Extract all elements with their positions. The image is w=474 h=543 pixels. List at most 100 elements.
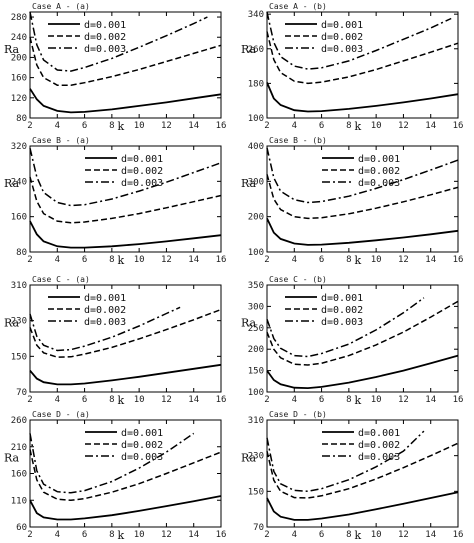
y-tick-label: 150	[248, 487, 264, 497]
x-tick-label: 8	[109, 255, 114, 265]
y-tick-label: 210	[11, 443, 27, 453]
x-tick-label: 14	[425, 395, 436, 405]
plot-frame	[29, 284, 222, 393]
chart-panel-8: 70 150 230 310 2 4 6 8 10 12 14 16 Case D - (b) Ra k d=…	[241, 410, 463, 542]
y-tick-label: 100	[248, 248, 264, 258]
x-tick-label: 8	[346, 121, 351, 131]
series-line-d=0.001	[266, 218, 459, 246]
x-tick-label: 2	[27, 395, 32, 405]
x-tick-label: 14	[425, 255, 436, 265]
y-tick-label: 150	[248, 367, 264, 377]
x-tick-label: 6	[82, 530, 87, 540]
panel-title: Case C - (a)	[32, 275, 90, 284]
x-tick-label: 12	[398, 395, 409, 405]
x-tick-label: 2	[264, 395, 269, 405]
y-tick-label: 260	[248, 45, 264, 55]
series-line-d=0.003	[29, 11, 208, 72]
legend-label: d=0.001	[84, 293, 126, 304]
y-tick-label: 350	[248, 281, 264, 291]
x-tick-label: 6	[319, 530, 324, 540]
x-tick-label: 4	[292, 530, 297, 540]
x-tick-label: 10	[371, 121, 382, 131]
x-tick-label: 4	[55, 530, 60, 540]
x-tick-label: 16	[216, 530, 227, 540]
series-line-d=0.002	[29, 176, 222, 224]
series-line-d=0.003	[29, 432, 195, 494]
y-tick-label: 230	[248, 452, 264, 462]
x-tick-label: 10	[371, 530, 382, 540]
legend-label: d=0.002	[321, 305, 363, 316]
series-line-d=0.001	[29, 88, 222, 114]
plot-frame	[266, 145, 459, 253]
x-tick-label: 8	[109, 121, 114, 131]
x-tick-label: 16	[453, 121, 464, 131]
legend-label: d=0.003	[321, 44, 363, 55]
series-line-d=0.001	[29, 363, 222, 386]
y-tick-label: 280	[11, 13, 27, 23]
x-tick-label: 14	[188, 255, 199, 265]
legend-label: d=0.003	[358, 178, 400, 189]
series-line-d=0.001	[266, 82, 459, 113]
x-tick-label: 12	[161, 121, 172, 131]
x-tick-label: 6	[82, 121, 87, 131]
x-tick-label: 12	[161, 395, 172, 405]
y-tick-label: 70	[16, 388, 27, 398]
x-tick-label: 8	[109, 395, 114, 405]
x-tick-label: 8	[109, 530, 114, 540]
x-tick-label: 6	[319, 121, 324, 131]
x-tick-label: 12	[398, 121, 409, 131]
x-tick-label: 2	[27, 530, 32, 540]
legend-label: d=0.003	[321, 317, 363, 328]
x-tick-label: 2	[27, 255, 32, 265]
x-tick-label: 8	[346, 530, 351, 540]
x-tick-label: 10	[371, 255, 382, 265]
x-tick-label: 14	[425, 530, 436, 540]
x-tick-label: 8	[346, 255, 351, 265]
x-axis-label: k	[118, 394, 125, 407]
x-tick-label: 12	[161, 530, 172, 540]
legend-label: d=0.003	[121, 178, 163, 189]
x-tick-label: 6	[319, 255, 324, 265]
series-line-d=0.003	[266, 430, 425, 493]
x-tick-label: 14	[188, 121, 199, 131]
legend-label: d=0.002	[121, 166, 163, 177]
x-tick-label: 16	[216, 121, 227, 131]
chart-panel-5: 70 150 230 310 2 4 6 8 10 12 14 16 Case C - (a) Ra k d=…	[4, 275, 226, 407]
x-tick-label: 16	[453, 530, 464, 540]
panel-title: Case A - (b)	[269, 2, 327, 11]
y-tick-label: 230	[11, 317, 27, 327]
y-tick-label: 300	[248, 302, 264, 312]
x-axis-label: k	[118, 254, 125, 267]
series-line-d=0.002	[29, 308, 222, 358]
panel-title: Case B - (b)	[269, 136, 327, 145]
x-tick-label: 10	[134, 530, 145, 540]
x-axis-label: k	[118, 529, 125, 542]
legend-label: d=0.002	[121, 440, 163, 451]
series-line-d=0.001	[266, 491, 459, 521]
legend-label: d=0.003	[358, 452, 400, 463]
x-tick-label: 4	[292, 395, 297, 405]
plot-frame	[29, 11, 222, 119]
x-tick-label: 16	[453, 395, 464, 405]
x-tick-label: 4	[55, 121, 60, 131]
panel-title: Case D - (b)	[269, 410, 327, 419]
y-tick-label: 100	[248, 114, 264, 124]
y-axis-label: Ra	[4, 452, 20, 465]
x-axis-label: k	[355, 529, 362, 542]
legend-label: d=0.001	[121, 428, 163, 439]
y-tick-label: 200	[248, 213, 264, 223]
series-line-d=0.002	[266, 31, 459, 85]
legend-label: d=0.001	[321, 293, 363, 304]
x-tick-label: 12	[161, 255, 172, 265]
y-axis-label: Ra	[4, 317, 20, 330]
y-axis-label: Ra	[4, 43, 20, 56]
x-tick-label: 14	[188, 530, 199, 540]
x-tick-label: 10	[134, 255, 145, 265]
legend-label: d=0.002	[84, 32, 126, 43]
series-line-d=0.002	[29, 37, 222, 86]
chart-panel-4: 100 200 300 400 2 4 6 8 10 12 14 16 Case B - (b) Ra k d…	[241, 136, 463, 267]
x-tick-label: 6	[82, 255, 87, 265]
chart-panel-3: 80 160 240 320 2 4 6 8 10 12 14 16 Case B - (a) Ra k d=…	[4, 136, 226, 267]
series-line-d=0.002	[266, 442, 459, 499]
